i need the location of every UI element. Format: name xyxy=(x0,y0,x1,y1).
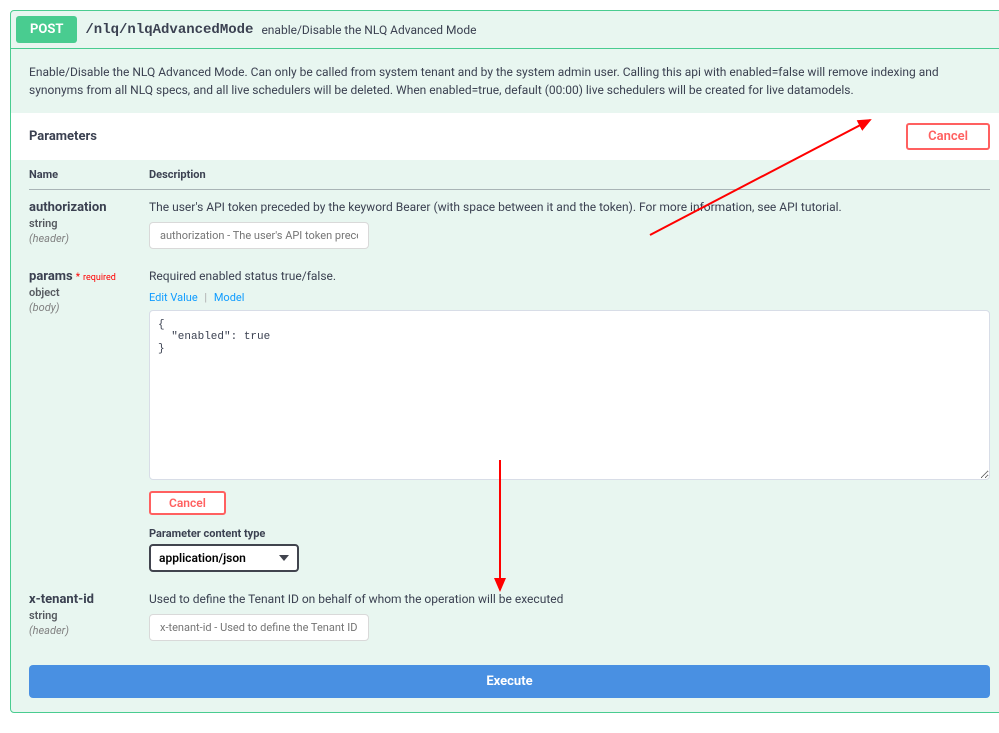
param-name: params xyxy=(29,269,73,284)
parameters-title: Parameters xyxy=(29,129,97,144)
content-type-select[interactable]: application/json xyxy=(149,544,299,572)
param-in: (body) xyxy=(29,301,149,314)
param-type: object xyxy=(29,286,149,299)
param-name: authorization xyxy=(29,200,149,215)
endpoint-summary: enable/Disable the NLQ Advanced Mode xyxy=(261,23,476,37)
endpoint-path: /nlq/nlqAdvancedMode xyxy=(85,22,253,38)
param-name: x-tenant-id xyxy=(29,592,149,607)
param-type: string xyxy=(29,609,149,622)
parameters-bar: Parameters Cancel xyxy=(11,113,999,160)
param-desc: Required enabled status true/false. xyxy=(149,269,990,283)
separator: | xyxy=(204,291,207,304)
col-header-description: Description xyxy=(149,160,990,190)
param-row-authorization: authorization string (header) The user's… xyxy=(29,190,990,260)
body-tabs: Edit Value | Model xyxy=(149,291,990,304)
content-type-label: Parameter content type xyxy=(149,527,990,540)
xtenant-input[interactable] xyxy=(149,614,369,641)
col-header-name: Name xyxy=(29,160,149,190)
parameters-table: Name Description authorization string (h… xyxy=(29,160,990,651)
param-row-xtenant: x-tenant-id string (header) Used to defi… xyxy=(29,582,990,651)
required-label: required xyxy=(83,273,116,283)
cancel-button[interactable]: Cancel xyxy=(906,123,990,150)
execute-button[interactable]: Execute xyxy=(29,665,990,698)
method-badge: POST xyxy=(16,16,77,43)
body-cancel-button[interactable]: Cancel xyxy=(149,491,226,515)
opblock-post: POST /nlq/nlqAdvancedMode enable/Disable… xyxy=(10,10,999,713)
param-row-params: params * required object (body) Required… xyxy=(29,259,990,582)
edit-value-link[interactable]: Edit Value xyxy=(149,291,198,304)
opblock-summary[interactable]: POST /nlq/nlqAdvancedMode enable/Disable… xyxy=(11,11,999,49)
body-editor[interactable] xyxy=(149,310,990,480)
model-link[interactable]: Model xyxy=(214,291,245,304)
endpoint-description: Enable/Disable the NLQ Advanced Mode. Ca… xyxy=(11,49,999,113)
authorization-input[interactable] xyxy=(149,222,369,249)
param-type: string xyxy=(29,217,149,230)
param-in: (header) xyxy=(29,232,149,245)
required-star: * xyxy=(76,272,80,283)
param-desc: The user's API token preceded by the key… xyxy=(149,200,990,214)
param-desc: Used to define the Tenant ID on behalf o… xyxy=(149,592,990,606)
